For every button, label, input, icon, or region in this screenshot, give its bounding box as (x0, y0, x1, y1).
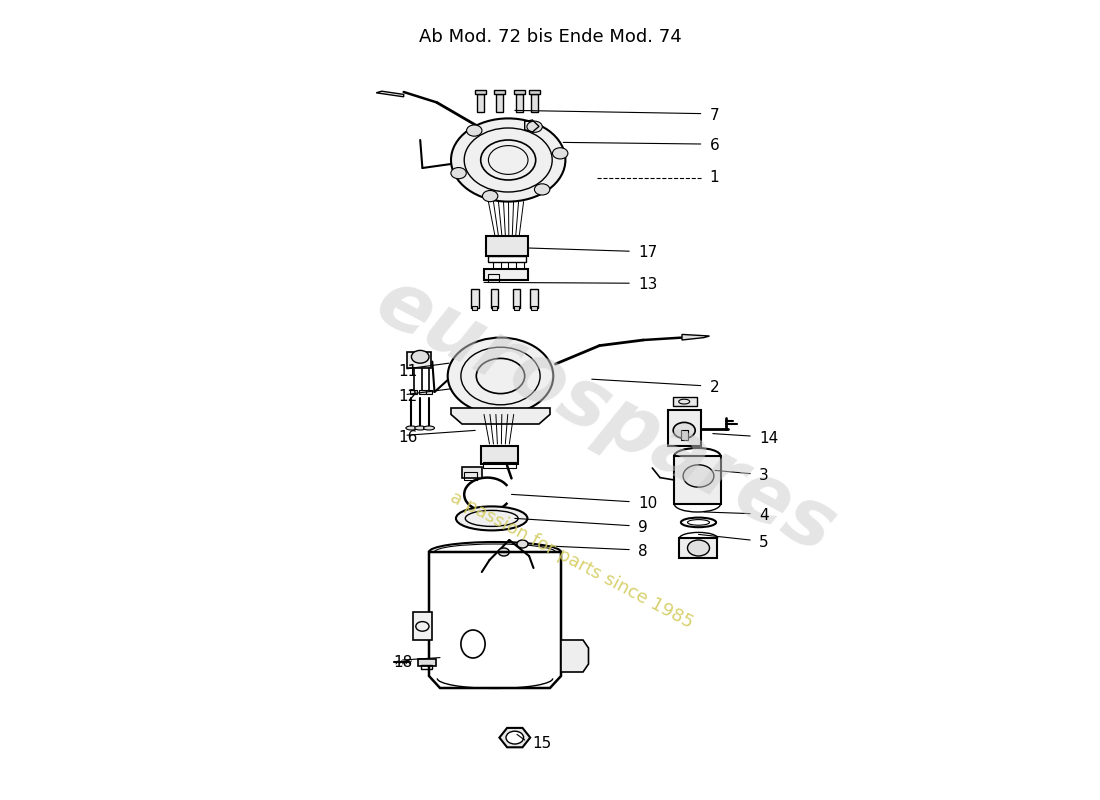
Circle shape (411, 350, 429, 363)
Bar (514, 90, 525, 94)
Text: 4: 4 (759, 509, 769, 523)
Bar (514, 306, 519, 310)
Circle shape (517, 540, 528, 548)
Circle shape (683, 465, 714, 487)
Circle shape (466, 125, 482, 136)
Bar (471, 289, 478, 308)
Circle shape (483, 190, 498, 202)
Bar (530, 289, 538, 308)
Bar (491, 289, 498, 308)
Circle shape (448, 338, 553, 414)
Bar (516, 94, 522, 112)
Circle shape (552, 148, 568, 159)
Text: 9: 9 (638, 521, 648, 535)
Text: Ab Mod. 72 bis Ende Mod. 74: Ab Mod. 72 bis Ende Mod. 74 (419, 28, 681, 46)
Bar (464, 472, 477, 480)
Text: 13: 13 (638, 278, 658, 292)
Polygon shape (561, 640, 588, 672)
Text: 10: 10 (638, 497, 658, 511)
Text: 15: 15 (532, 736, 551, 750)
Circle shape (506, 731, 524, 744)
Bar (410, 390, 417, 394)
Bar (488, 274, 499, 282)
Text: 12: 12 (398, 390, 418, 404)
Bar (426, 390, 432, 394)
Bar (486, 236, 528, 256)
Text: 1: 1 (710, 170, 719, 185)
Text: 16: 16 (398, 430, 418, 445)
Bar (531, 306, 537, 310)
Bar (488, 256, 526, 262)
Circle shape (451, 167, 466, 178)
Bar (529, 90, 540, 94)
Bar (477, 94, 484, 112)
Bar (462, 467, 482, 478)
Circle shape (451, 118, 565, 202)
Polygon shape (376, 91, 404, 97)
Bar (421, 665, 432, 669)
Text: eurospares: eurospares (362, 262, 848, 570)
Bar (407, 352, 431, 368)
Circle shape (498, 548, 509, 556)
Bar (673, 397, 697, 406)
Circle shape (535, 184, 550, 195)
Bar (484, 269, 528, 280)
Ellipse shape (461, 630, 485, 658)
Text: a passion for parts since 1985: a passion for parts since 1985 (448, 488, 696, 632)
Ellipse shape (455, 506, 528, 530)
Text: 11: 11 (398, 364, 418, 378)
Bar (419, 390, 426, 394)
Text: 8: 8 (638, 545, 648, 559)
Bar (475, 90, 486, 94)
Polygon shape (451, 408, 550, 424)
Text: 5: 5 (759, 535, 769, 550)
Bar (496, 94, 503, 112)
Ellipse shape (406, 426, 417, 430)
Text: 18: 18 (394, 655, 414, 670)
Bar (412, 612, 432, 640)
Bar (492, 306, 497, 310)
Bar (513, 289, 520, 308)
Text: 2: 2 (710, 381, 719, 395)
Bar (674, 456, 720, 504)
Text: 7: 7 (710, 108, 719, 122)
Text: 6: 6 (710, 138, 719, 153)
Circle shape (527, 121, 542, 132)
Bar (483, 462, 516, 468)
Bar (531, 94, 538, 112)
Bar (418, 659, 436, 666)
Circle shape (673, 422, 695, 438)
Polygon shape (499, 728, 530, 747)
Bar (681, 430, 688, 440)
Bar (481, 446, 518, 464)
Bar (679, 538, 717, 558)
Text: 17: 17 (638, 246, 658, 260)
Polygon shape (682, 334, 710, 340)
Ellipse shape (424, 426, 434, 430)
Text: 14: 14 (759, 431, 778, 446)
Bar (472, 306, 477, 310)
Bar (668, 410, 701, 446)
Circle shape (688, 540, 710, 556)
Bar (494, 90, 505, 94)
Text: 3: 3 (759, 469, 769, 483)
Ellipse shape (415, 426, 426, 430)
